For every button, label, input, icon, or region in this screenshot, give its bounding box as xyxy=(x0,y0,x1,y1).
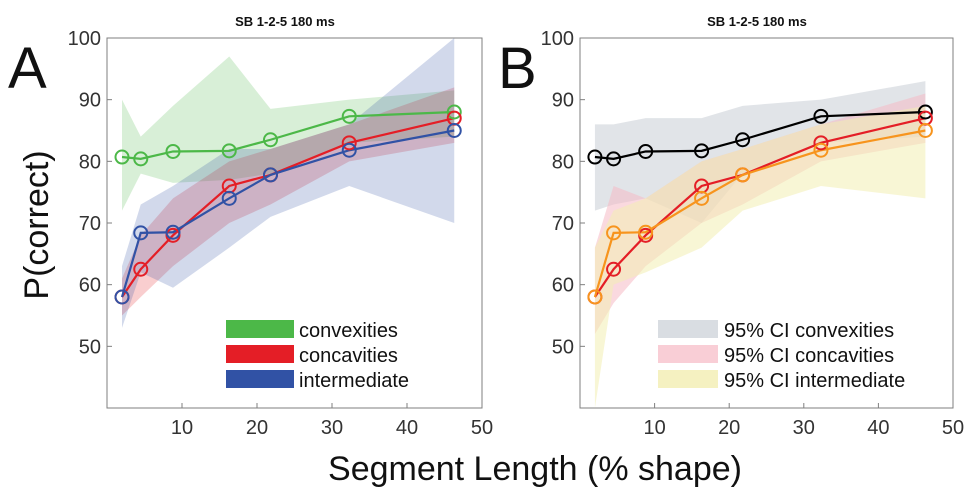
data-point-series-1 xyxy=(587,149,603,165)
data-point-series-3 xyxy=(735,167,751,183)
series-line-convexities xyxy=(121,110,455,160)
legend-swatch-convexities xyxy=(226,320,294,338)
panel-a-letter: A xyxy=(8,36,47,101)
legend-label-intermediate: intermediate xyxy=(299,370,409,392)
data-point-convexities xyxy=(263,132,278,148)
panel-b-letter: B xyxy=(498,36,537,101)
data-point-series-3 xyxy=(587,289,603,305)
panel-a: A SB 1-2-5 180 ms 50 60 70 80 90 100 10 20 30 40… xyxy=(8,14,493,439)
data-point-series-1 xyxy=(694,143,710,159)
y-axis-label: P(correct) xyxy=(18,150,56,299)
data-point-series-1 xyxy=(606,151,622,167)
data-point-intermediate xyxy=(263,167,278,183)
legend-label-ci-intermediate: 95% CI intermediate xyxy=(724,370,905,392)
legend-swatch-intermediate xyxy=(226,370,294,388)
x-tick-label: 20 xyxy=(246,417,268,439)
x-tick-label: 10 xyxy=(643,417,665,439)
data-point-intermediate xyxy=(114,289,130,305)
x-tick-label: 10 xyxy=(171,417,193,439)
panel-b-ci-bands xyxy=(594,81,926,408)
legend-label-concavities: concavities xyxy=(299,345,398,367)
panel-b-x-ticks: 10 20 30 40 50 xyxy=(643,403,964,439)
panel-b-legend: 95% CI convexities 95% CI concavities 95… xyxy=(658,320,905,392)
data-point-convexities xyxy=(114,149,130,165)
x-tick-label: 50 xyxy=(471,417,493,439)
y-tick-label: 60 xyxy=(79,275,101,297)
legend-label-ci-concavities: 95% CI concavities xyxy=(724,345,894,367)
legend-swatch-ci-convexities xyxy=(658,320,718,338)
data-point-convexities xyxy=(341,108,357,124)
panel-a-ci-bands xyxy=(122,38,455,328)
panel-b-y-ticks: 50 60 70 80 90 100 xyxy=(541,28,585,358)
y-tick-label: 90 xyxy=(552,90,574,112)
y-tick-label: 80 xyxy=(552,151,574,173)
y-tick-label: 80 xyxy=(79,151,101,173)
data-point-series-2 xyxy=(813,135,829,151)
data-point-series-1 xyxy=(813,108,829,124)
x-tick-label: 50 xyxy=(942,417,964,439)
data-point-series-2 xyxy=(606,261,622,277)
data-point-intermediate xyxy=(133,225,149,241)
data-point-convexities xyxy=(165,143,181,159)
x-tick-label: 40 xyxy=(867,417,889,439)
panel-a-markers xyxy=(114,104,462,305)
panel-a-title: SB 1-2-5 180 ms xyxy=(235,14,335,29)
panel-b-markers xyxy=(587,104,933,305)
x-tick-label: 30 xyxy=(321,417,343,439)
y-tick-label: 70 xyxy=(79,213,101,235)
y-tick-label: 90 xyxy=(79,90,101,112)
x-axis-label: Segment Length (% shape) xyxy=(328,450,742,488)
data-point-concavities xyxy=(341,135,357,151)
x-tick-label: 30 xyxy=(793,417,815,439)
panel-a-x-ticks: 10 20 30 40 50 xyxy=(171,403,493,439)
x-tick-label: 40 xyxy=(396,417,418,439)
legend-swatch-ci-intermediate xyxy=(658,370,718,388)
y-tick-label: 70 xyxy=(552,213,574,235)
legend-swatch-ci-concavities xyxy=(658,345,718,363)
data-point-series-3 xyxy=(917,123,933,138)
series-line-series-1 xyxy=(594,110,926,160)
y-tick-label: 60 xyxy=(552,275,574,297)
data-point-series-3 xyxy=(638,224,654,240)
y-tick-label: 100 xyxy=(68,28,101,50)
ci-band-intermediate xyxy=(122,38,455,328)
data-point-convexities xyxy=(133,151,149,167)
y-tick-label: 100 xyxy=(541,28,574,50)
y-tick-label: 50 xyxy=(552,336,574,358)
data-point-convexities xyxy=(446,104,462,120)
data-point-series-1 xyxy=(735,132,751,148)
data-point-series-3 xyxy=(606,225,622,241)
legend-label-convexities: convexities xyxy=(299,320,398,342)
data-point-series-1 xyxy=(638,143,654,159)
ci-band-concavities xyxy=(122,87,455,316)
data-point-series-3 xyxy=(694,190,710,206)
ci-band-95-ci-intermediate xyxy=(594,105,926,408)
data-point-intermediate xyxy=(446,123,462,138)
y-tick-label: 50 xyxy=(79,336,101,358)
data-point-intermediate xyxy=(165,224,181,240)
data-point-series-1 xyxy=(917,104,933,120)
panel-a-legend: convexities concavities intermediate xyxy=(226,320,409,392)
legend-label-ci-convexities: 95% CI convexities xyxy=(724,320,894,342)
x-tick-label: 20 xyxy=(718,417,740,439)
data-point-intermediate xyxy=(341,142,357,158)
data-point-concavities xyxy=(133,261,149,277)
panel-b-title: SB 1-2-5 180 ms xyxy=(707,14,807,29)
data-point-intermediate xyxy=(221,190,237,206)
panel-a-y-ticks: 50 60 70 80 90 100 xyxy=(68,28,112,358)
data-point-convexities xyxy=(221,143,237,159)
panel-b: B SB 1-2-5 180 ms 50 60 70 80 90 100 10 20 30 40… xyxy=(498,14,964,439)
legend-swatch-concavities xyxy=(226,345,294,363)
data-point-series-3 xyxy=(813,142,829,158)
